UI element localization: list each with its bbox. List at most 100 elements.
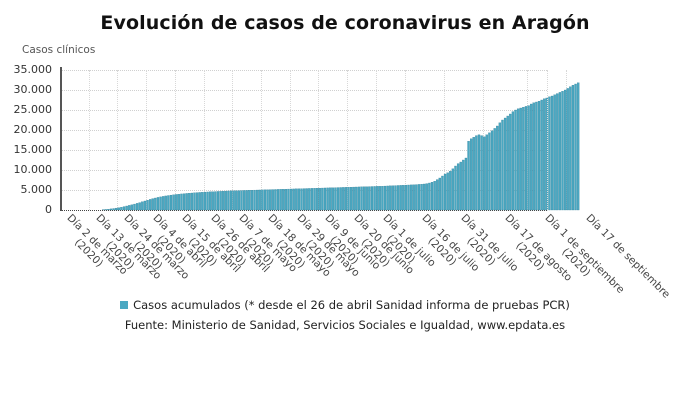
legend-swatch-icon [120, 301, 129, 309]
v-gridline [203, 70, 205, 210]
bar [428, 182, 431, 211]
y-tick-label: 25.000 [13, 103, 53, 116]
bar [292, 188, 295, 211]
bar [522, 107, 525, 211]
v-gridline [174, 70, 176, 210]
bar [477, 134, 481, 211]
bar [302, 188, 306, 211]
bar [295, 188, 298, 211]
bar [282, 189, 285, 211]
y-axis-title: Casos clínicos [22, 44, 96, 56]
bar [558, 92, 562, 211]
bar [430, 182, 434, 211]
bar [438, 177, 441, 211]
bar [509, 113, 512, 211]
bar [169, 194, 173, 211]
y-tick-label: 10.000 [13, 163, 53, 176]
y-tick-label: 30.000 [13, 83, 53, 96]
bar [185, 193, 188, 211]
bar [535, 101, 538, 211]
h-gridline [62, 150, 547, 151]
h-gridline [62, 90, 547, 91]
v-gridline [88, 70, 90, 210]
bar [571, 85, 575, 211]
legend[interactable]: Casos acumulados (* desde el 26 de abril… [0, 298, 690, 312]
v-gridline [566, 70, 568, 210]
bar [417, 184, 421, 211]
legend-label: Casos acumulados (* desde el 26 de abril… [133, 298, 570, 312]
v-gridline [527, 70, 529, 210]
bar [425, 183, 428, 211]
h-gridline [62, 110, 547, 111]
bar [569, 86, 572, 211]
bar [511, 111, 515, 211]
bar [446, 172, 449, 211]
bar [532, 102, 535, 211]
bar [284, 189, 288, 211]
bar [276, 189, 280, 211]
bar [556, 93, 559, 211]
v-gridline [375, 70, 377, 210]
bar [190, 192, 194, 211]
bar [250, 190, 254, 211]
bar [154, 197, 157, 211]
bar [263, 189, 267, 211]
bar [216, 191, 220, 211]
bar [537, 101, 541, 211]
bar [198, 192, 201, 211]
bar [255, 189, 259, 211]
bar [182, 193, 186, 211]
bar [308, 188, 311, 211]
bar [148, 199, 152, 211]
bar [577, 82, 580, 211]
bar [475, 135, 478, 211]
bar [195, 192, 199, 211]
v-gridline [404, 70, 406, 210]
bar [501, 119, 504, 211]
v-gridline [347, 70, 349, 210]
bar [164, 195, 167, 211]
bar [412, 184, 415, 211]
bar [206, 191, 209, 211]
bar [503, 117, 507, 211]
bar [235, 190, 238, 211]
bar [177, 194, 180, 211]
bar [219, 191, 222, 211]
bar [188, 193, 191, 211]
bar [415, 184, 418, 211]
bar [266, 189, 269, 211]
source-note: Fuente: Ministerio de Sanidad, Servicios… [124, 318, 566, 332]
bar [274, 189, 277, 211]
bar [180, 193, 183, 211]
bar [162, 196, 165, 211]
bar [279, 189, 282, 211]
bar [454, 165, 457, 211]
bar [485, 134, 488, 211]
bar [271, 189, 274, 211]
v-gridline [232, 70, 234, 210]
plot-right-border [547, 70, 548, 210]
bar [436, 179, 439, 211]
v-gridline [482, 70, 484, 210]
bar [409, 184, 413, 211]
bar [159, 196, 162, 211]
y-tick-label: 35.000 [13, 63, 53, 76]
bar [305, 188, 308, 211]
bar [514, 109, 517, 211]
v-gridline [318, 70, 320, 210]
bar [193, 192, 196, 211]
bar [151, 198, 154, 211]
bar [269, 189, 272, 211]
bar [433, 181, 436, 211]
bar [240, 190, 243, 211]
bar [464, 157, 468, 211]
bar [467, 141, 470, 211]
bar [297, 188, 301, 211]
bar [550, 95, 554, 211]
bar [138, 202, 141, 211]
bar [519, 107, 522, 211]
bar [222, 191, 225, 211]
bar [156, 197, 160, 211]
bar [209, 191, 212, 211]
